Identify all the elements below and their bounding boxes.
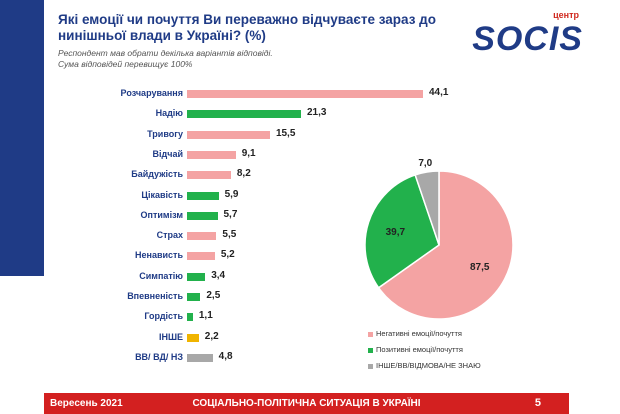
bar-category-label: Тривогу [147,128,183,139]
bar-value-label: 5,7 [223,208,238,220]
subtitle-line-1: Респондент мав обрати декілька варіантів… [58,48,273,58]
bar [187,90,423,98]
pie-value-label: 87,5 [470,262,490,273]
bar-value-label: 3,4 [211,269,226,281]
pie-slice-negative [377,170,514,320]
bar [187,191,219,200]
bar-value-label: 44,1 [429,87,449,98]
bar [187,150,236,159]
bar-value-label: 5,2 [220,249,235,261]
pie-slice-positive [364,173,440,289]
bar-category-label: Цікавість [141,189,183,200]
legend-label: Позитивні емоції/почуття [376,345,463,354]
pie-svg: 87,5 39,7 7,0 [364,158,514,320]
legend-swatch [368,348,373,353]
bar-value-label: 21,3 [306,107,327,119]
bar [187,171,231,180]
footer-bar: Вересень 2021 СОЦІАЛЬНО-ПОЛІТИЧНА СИТУАЦ… [44,393,569,414]
bar [187,353,213,362]
bar-value-label: 1,1 [198,310,213,322]
legend-label: ІНШЕ/ВВ/ВІДМОВА/НЕ ЗНАЮ [376,361,481,370]
bar-value-label: 2,2 [204,330,219,342]
logo-center-word: центр [553,10,579,20]
bar [187,333,199,342]
subtitle-line-2: Сума відповідей перевищує 100% [58,59,193,69]
bar-category-label: Відчай [152,148,183,159]
pie-value-label: 39,7 [386,227,406,238]
bar-value-label: 5,5 [222,229,237,241]
left-sidebar-band [0,0,44,276]
bar-value-label: 15,5 [275,127,296,139]
bar-value-label: 4,8 [218,350,233,362]
bar [187,211,218,220]
socis-logo: центр SOCIS [463,10,583,58]
footer-date: Вересень 2021 [50,398,123,409]
bar-value-label: 2,5 [206,290,221,301]
bar-category-label: ВВ/ ВД/ НЗ [135,351,183,362]
legend-swatch [368,332,373,337]
bar-category-label: Надію [155,108,183,119]
pie-legend-item: ІНШЕ/ВВ/ВІДМОВА/НЕ ЗНАЮ [368,360,568,376]
bar-value-label: 8,2 [236,168,251,180]
bar-category-label: Розчарування [120,88,183,98]
bar [187,272,206,281]
bar [187,293,201,301]
bar [187,252,215,261]
logo-brand: SOCIS [472,20,583,58]
bar-category-label: Байдужість [131,169,183,180]
bar-category-label: Страх [156,230,183,241]
bar [187,232,217,241]
bar [187,130,270,139]
bar [187,110,301,119]
pie-legend: Негативні емоції/почуття Позитивні емоції… [368,328,568,376]
pie-slice-none [414,170,440,246]
bar-category-label: Оптимізм [140,209,183,220]
footer-title: СОЦІАЛЬНО-ПОЛІТИЧНА СИТУАЦІЯ В УКРАЇНІ [192,398,421,409]
bar-category-label: Ненависть [135,250,183,261]
pie-chart: 87,5 39,7 7,0 [344,150,534,340]
slide-subtitle: Респондент мав обрати декілька варіантів… [58,48,458,70]
bar [187,313,193,322]
bar-category-label: Симпатію [139,270,183,281]
page-number: 5 [534,397,541,409]
legend-swatch [368,364,373,369]
slide: Які емоції чи почуття Ви переважно відчу… [44,0,585,392]
slide-title: Які емоції чи почуття Ви переважно відчу… [58,12,436,43]
pie-value-label: 7,0 [418,158,432,169]
bar-value-label: 5,9 [224,188,239,200]
bar-chart: Розчарування 44,1 Надію 21,3 Тривогу 15,5 Відч… [44,80,585,380]
bar-category-label: Впевненість [127,291,183,301]
bar-category-label: ІНШЕ [158,331,183,342]
pie-legend-item: Негативні емоції/почуття [368,328,568,344]
pie-legend-item: Позитивні емоції/почуття [368,344,568,360]
legend-label: Негативні емоції/почуття [376,329,462,338]
bar-value-label: 9,1 [241,147,256,159]
bar-category-label: Гордість [144,311,183,322]
